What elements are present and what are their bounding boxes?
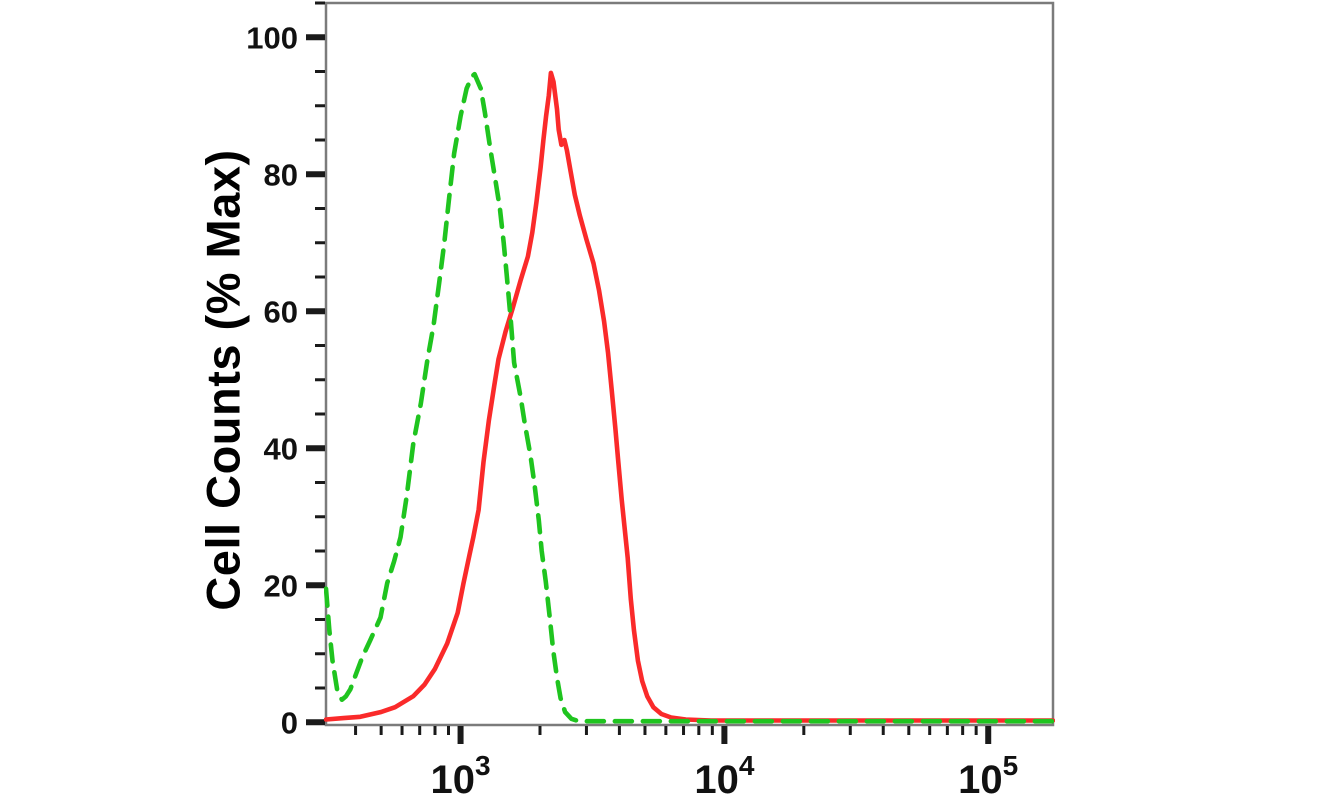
y-tick-label: 20 <box>264 568 298 603</box>
y-tick-label: 0 <box>281 705 298 740</box>
x-tick-label: 103 <box>431 750 491 802</box>
y-tick-label: 80 <box>264 157 298 192</box>
x-tick-label: 105 <box>958 750 1018 802</box>
plot-box <box>324 1 1055 727</box>
y-tick-label: 100 <box>246 20 298 55</box>
x-tick-label: 104 <box>694 750 755 802</box>
y-tick-label: 60 <box>264 294 298 329</box>
green-dashed-curve <box>324 71 1055 724</box>
y-tick-label: 40 <box>264 431 298 466</box>
red-solid-curve <box>324 70 1055 723</box>
curves-layer <box>324 70 1055 724</box>
